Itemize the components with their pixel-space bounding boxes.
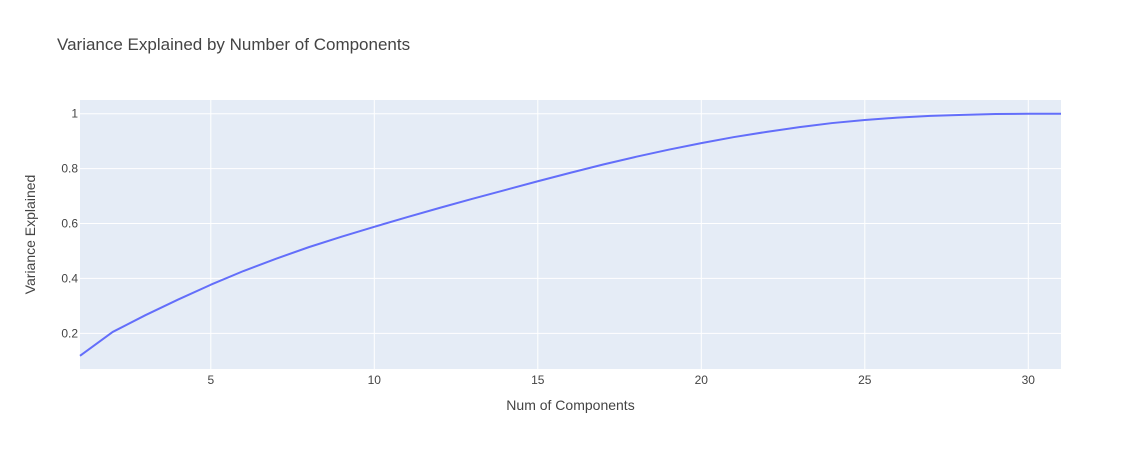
x-tick-label: 20	[695, 373, 709, 387]
y-axis-label: Variance Explained	[22, 175, 38, 295]
x-tick-label: 5	[207, 373, 214, 387]
chart-title: Variance Explained by Number of Componen…	[57, 35, 410, 54]
x-tick-label: 30	[1022, 373, 1036, 387]
y-tick-label: 0.4	[61, 271, 78, 285]
x-tick-label: 25	[858, 373, 872, 387]
grid-lines	[80, 100, 1061, 369]
plot-area	[80, 100, 1061, 369]
x-axis-label: Num of Components	[506, 397, 634, 413]
x-axis-ticks: 5 10 15 20 25 30	[207, 373, 1035, 387]
series-line	[79, 112, 1061, 357]
x-tick-label: 15	[531, 373, 545, 387]
y-tick-label: 0.6	[61, 217, 78, 231]
x-tick-label: 10	[368, 373, 382, 387]
y-tick-label: 1	[71, 107, 78, 121]
y-tick-label: 0.2	[61, 326, 78, 340]
y-axis-ticks: 0.2 0.4 0.6 0.8 1	[61, 107, 78, 341]
series-layer	[79, 112, 1061, 357]
y-tick-label: 0.8	[61, 162, 78, 176]
